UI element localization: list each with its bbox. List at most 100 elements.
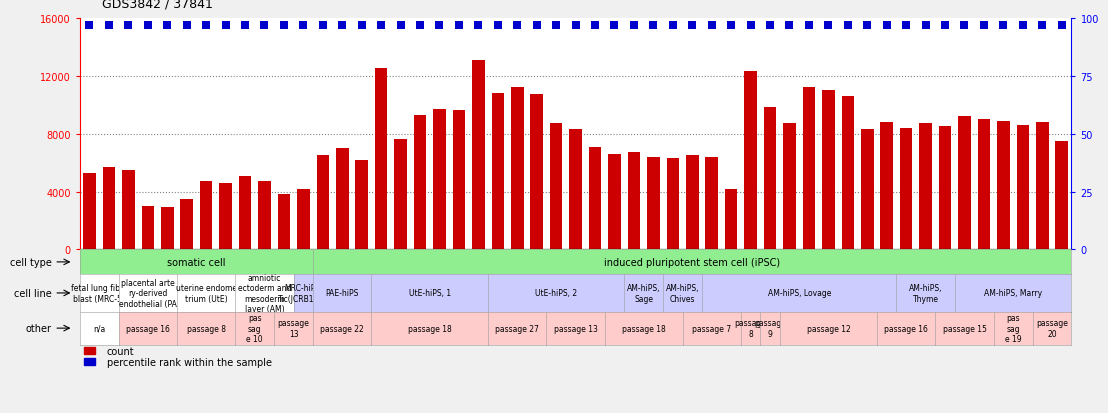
Text: UtE-hiPS, 1: UtE-hiPS, 1: [409, 289, 451, 298]
Text: AM-hiPS,
Thyme: AM-hiPS, Thyme: [909, 284, 942, 303]
Bar: [492, 94, 504, 250]
Bar: [122, 170, 135, 250]
Point: [606, 22, 624, 29]
Bar: [278, 195, 290, 250]
Text: amniotic
ectoderm and
mesoderm
layer (AM): amniotic ectoderm and mesoderm layer (AM…: [238, 273, 291, 313]
Point: [509, 22, 526, 29]
Bar: [531, 95, 543, 250]
Point: [800, 22, 818, 29]
Text: passage 16: passage 16: [884, 324, 929, 333]
Bar: [413, 115, 427, 250]
Text: passage
8: passage 8: [735, 319, 767, 338]
Text: other: other: [25, 323, 52, 333]
Text: AM-hiPS,
Chives: AM-hiPS, Chives: [666, 284, 699, 303]
Bar: [1056, 141, 1068, 250]
Point: [236, 22, 254, 29]
Text: passage 18: passage 18: [408, 324, 452, 333]
Point: [916, 22, 934, 29]
Text: MRC-hiPS,
Tic(JCRB1331: MRC-hiPS, Tic(JCRB1331: [278, 284, 329, 303]
Bar: [84, 358, 95, 365]
Point: [878, 22, 895, 29]
Text: AM-hiPS,
Sage: AM-hiPS, Sage: [627, 284, 660, 303]
Point: [859, 22, 876, 29]
Text: PAE-hiPS: PAE-hiPS: [326, 289, 359, 298]
Point: [197, 22, 215, 29]
Point: [411, 22, 429, 29]
Text: passage 18: passage 18: [622, 324, 666, 333]
Text: passage 7: passage 7: [692, 324, 731, 333]
Point: [314, 22, 331, 29]
Bar: [570, 130, 582, 250]
Bar: [1016, 126, 1029, 250]
Bar: [588, 147, 602, 250]
Point: [645, 22, 663, 29]
Text: percentile rank within the sample: percentile rank within the sample: [106, 357, 271, 367]
Bar: [783, 124, 796, 250]
Text: AM-hiPS, Marry: AM-hiPS, Marry: [984, 289, 1043, 298]
Point: [820, 22, 838, 29]
Bar: [219, 183, 232, 250]
Text: uterine endome
trium (UtE): uterine endome trium (UtE): [176, 284, 237, 303]
Bar: [802, 88, 815, 250]
Point: [334, 22, 351, 29]
Text: passage 16: passage 16: [126, 324, 170, 333]
Bar: [433, 109, 445, 250]
Point: [995, 22, 1013, 29]
Point: [158, 22, 176, 29]
Bar: [667, 159, 679, 250]
Bar: [336, 149, 349, 250]
Text: count: count: [106, 346, 134, 356]
Bar: [861, 130, 873, 250]
Text: passage 22: passage 22: [320, 324, 365, 333]
Bar: [550, 124, 563, 250]
Bar: [706, 157, 718, 250]
Point: [936, 22, 954, 29]
Point: [781, 22, 799, 29]
Point: [470, 22, 488, 29]
Bar: [686, 156, 698, 250]
Bar: [745, 72, 757, 250]
Bar: [394, 140, 407, 250]
Bar: [375, 69, 388, 250]
Bar: [920, 124, 932, 250]
Point: [684, 22, 701, 29]
Point: [761, 22, 779, 29]
Bar: [881, 123, 893, 250]
Point: [547, 22, 565, 29]
Text: AM-hiPS, Lovage: AM-hiPS, Lovage: [768, 289, 831, 298]
Point: [295, 22, 312, 29]
Text: passage 8: passage 8: [186, 324, 226, 333]
Point: [839, 22, 856, 29]
Text: cell type: cell type: [10, 257, 52, 267]
Text: passage
20: passage 20: [1036, 319, 1068, 338]
Point: [392, 22, 410, 29]
Point: [566, 22, 585, 29]
Bar: [938, 127, 952, 250]
Text: cell line: cell line: [14, 288, 52, 298]
Text: passage 12: passage 12: [807, 324, 850, 333]
Text: passage 27: passage 27: [495, 324, 540, 333]
Text: GDS3842 / 37841: GDS3842 / 37841: [102, 0, 213, 10]
Point: [1014, 22, 1032, 29]
Bar: [161, 208, 174, 250]
Bar: [900, 128, 913, 250]
Bar: [763, 108, 777, 250]
Point: [120, 22, 137, 29]
Text: passage 13: passage 13: [554, 324, 597, 333]
Point: [975, 22, 993, 29]
Point: [138, 22, 156, 29]
Bar: [511, 88, 524, 250]
Bar: [725, 189, 738, 250]
Point: [1034, 22, 1051, 29]
Text: passage
13: passage 13: [278, 319, 309, 338]
Text: passage 15: passage 15: [943, 324, 986, 333]
Point: [275, 22, 293, 29]
Text: pas
sag
e 19: pas sag e 19: [1005, 313, 1022, 343]
Bar: [297, 189, 310, 250]
Text: induced pluripotent stem cell (iPSC): induced pluripotent stem cell (iPSC): [604, 257, 780, 267]
Bar: [627, 153, 640, 250]
Point: [372, 22, 390, 29]
Bar: [1036, 123, 1048, 250]
Text: pas
sag
e 10: pas sag e 10: [246, 313, 263, 343]
Bar: [258, 182, 270, 250]
